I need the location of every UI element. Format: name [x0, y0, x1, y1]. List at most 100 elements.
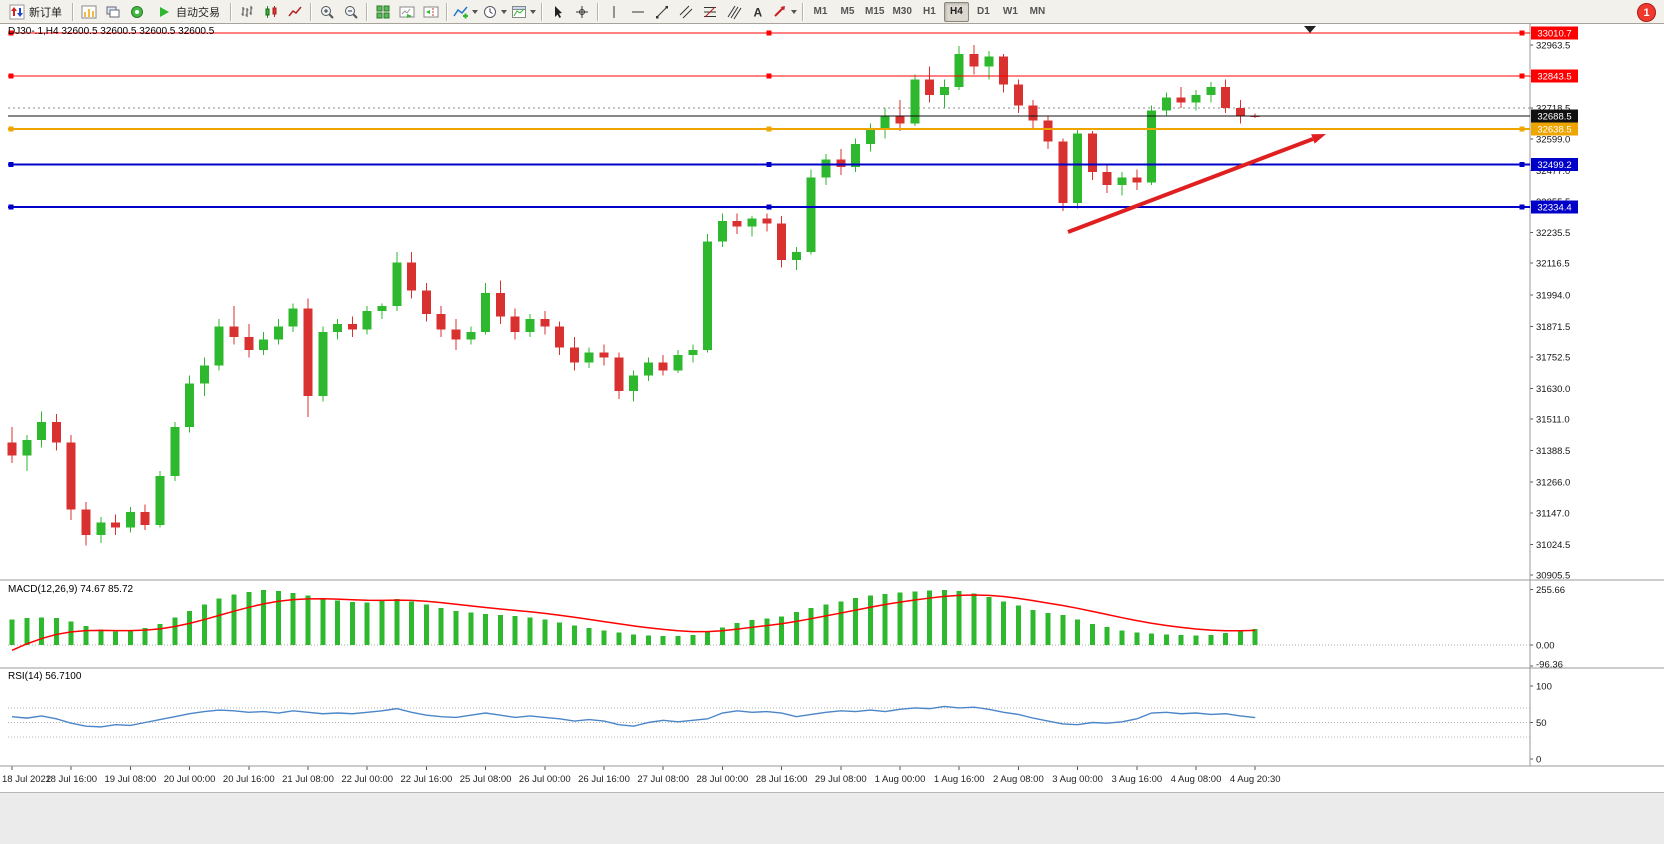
candle-body — [96, 522, 106, 536]
templates-button[interactable] — [510, 2, 537, 22]
equidistant-channel-button[interactable] — [675, 2, 697, 22]
timeframe-button-d1[interactable]: D1 — [977, 6, 990, 17]
horizontal-line-button[interactable] — [627, 2, 649, 22]
trendline-icon — [656, 5, 668, 18]
tile-windows-button[interactable] — [372, 2, 394, 22]
line-handle[interactable] — [8, 204, 14, 210]
cursor-button[interactable] — [547, 2, 569, 22]
candle-body — [155, 476, 165, 525]
timeframe-button-m30[interactable]: M30 — [892, 6, 912, 17]
candle-body — [732, 221, 742, 227]
candle-body — [1147, 110, 1157, 183]
arrows-tool-button[interactable] — [771, 2, 798, 22]
indicators-button[interactable] — [452, 2, 479, 22]
vertical-line-button[interactable] — [603, 2, 625, 22]
line-handle[interactable] — [1519, 162, 1525, 168]
fibonacci-button[interactable] — [699, 2, 721, 22]
price-tag-label: 33010.7 — [1537, 29, 1571, 40]
line-handle[interactable] — [1519, 30, 1525, 36]
auto-trading-label: 自动交易 — [176, 6, 220, 19]
line-handle[interactable] — [1519, 126, 1525, 132]
time-axis-label: 28 Jul 16:00 — [756, 774, 808, 785]
toolbar-separator — [310, 2, 312, 21]
line-handle[interactable] — [766, 30, 772, 36]
horizontal-line-icon — [632, 11, 644, 12]
price-tag — [1531, 69, 1578, 83]
timeframe-button-m5[interactable]: M5 — [840, 6, 855, 17]
line-handle[interactable] — [766, 126, 772, 132]
toolbar-separator — [230, 2, 232, 21]
line-chart-button[interactable] — [284, 2, 306, 22]
bar-chart-icon — [241, 5, 253, 17]
time-axis-label: 3 Aug 16:00 — [1111, 774, 1162, 785]
candle-body — [806, 177, 816, 253]
timeframe-button-w1[interactable]: W1 — [1002, 6, 1018, 17]
trend-arrow-head[interactable] — [1311, 134, 1326, 144]
time-axis-label: 21 Jul 08:00 — [282, 774, 334, 785]
macd-scale-label: -96.36 — [1536, 660, 1563, 671]
candlestick-chart-button[interactable] — [260, 2, 282, 22]
time-axis-label: 28 Jul 00:00 — [697, 774, 749, 785]
line-handle[interactable] — [8, 30, 14, 36]
candle-body — [629, 375, 639, 392]
line-handle[interactable] — [766, 162, 772, 168]
periods-button[interactable] — [481, 2, 508, 22]
trendline-button[interactable] — [651, 2, 673, 22]
line-handle[interactable] — [1519, 73, 1525, 79]
line-handle[interactable] — [1519, 204, 1525, 210]
auto-trading-button[interactable]: 自动交易 — [150, 2, 226, 22]
candle-body — [481, 293, 491, 332]
line-handle[interactable] — [8, 73, 14, 79]
time-axis-label: 20 Jul 00:00 — [164, 774, 216, 785]
candle-body — [451, 329, 461, 340]
timeframe-toolbar: M1 M5 M15 M30 H1 H4 D1 W1 MN — [807, 1, 1051, 22]
trend-arrow-line[interactable] — [1067, 137, 1314, 234]
candle-body — [954, 53, 964, 88]
profiles-button[interactable] — [102, 2, 124, 22]
candle-body — [569, 347, 579, 363]
candle-body — [865, 128, 875, 144]
candle-body — [377, 306, 387, 312]
chart-shift-button[interactable] — [420, 2, 442, 22]
auto-scroll-button[interactable] — [396, 2, 418, 22]
zoom-out-button[interactable] — [340, 2, 362, 22]
price-tag — [1531, 122, 1578, 136]
timeframe-button-m1[interactable]: M1 — [813, 6, 828, 17]
line-handle[interactable] — [8, 162, 14, 168]
timeframe-button-m15[interactable]: M15 — [865, 6, 885, 17]
timeframe-button-h1[interactable]: H1 — [923, 6, 936, 17]
timeframe-button-h4[interactable]: H4 — [943, 1, 969, 22]
candle-body — [895, 115, 905, 124]
new-order-button[interactable]: 新订单 — [3, 2, 68, 22]
line-handle[interactable] — [766, 204, 772, 210]
text-tool-icon: A — [754, 5, 763, 19]
price-axis-label: 31388.5 — [1536, 446, 1570, 457]
line-handle[interactable] — [8, 126, 14, 132]
new-chart-button[interactable] — [78, 2, 100, 22]
price-axis-label: 31994.0 — [1536, 290, 1570, 301]
auto-scroll-icon — [399, 6, 415, 18]
terminal-button[interactable] — [126, 2, 148, 22]
text-tool-button[interactable]: A — [747, 2, 769, 22]
chart-shift-marker[interactable] — [1304, 26, 1316, 33]
notification-badge[interactable]: 1 — [1637, 3, 1656, 22]
price-axis-label: 32963.5 — [1536, 41, 1570, 52]
crosshair-button[interactable] — [571, 2, 593, 22]
line-handle[interactable] — [766, 73, 772, 79]
candle-body — [1235, 107, 1245, 116]
price-tag — [1531, 200, 1578, 214]
candle-body — [510, 316, 520, 332]
time-axis-label: 22 Jul 00:00 — [341, 774, 393, 785]
candle-body — [836, 159, 846, 168]
bar-chart-button[interactable] — [236, 2, 258, 22]
time-axis-label: 27 Jul 08:00 — [637, 774, 689, 785]
candle-body — [259, 339, 269, 350]
candle-body — [1028, 105, 1038, 121]
andrews-pitchfork-button[interactable] — [723, 2, 745, 22]
time-axis-label: 25 Jul 08:00 — [460, 774, 512, 785]
candle-body — [851, 143, 861, 168]
zoom-in-button[interactable] — [316, 2, 338, 22]
candle-body — [939, 87, 949, 95]
timeframe-button-mn[interactable]: MN — [1029, 6, 1046, 17]
